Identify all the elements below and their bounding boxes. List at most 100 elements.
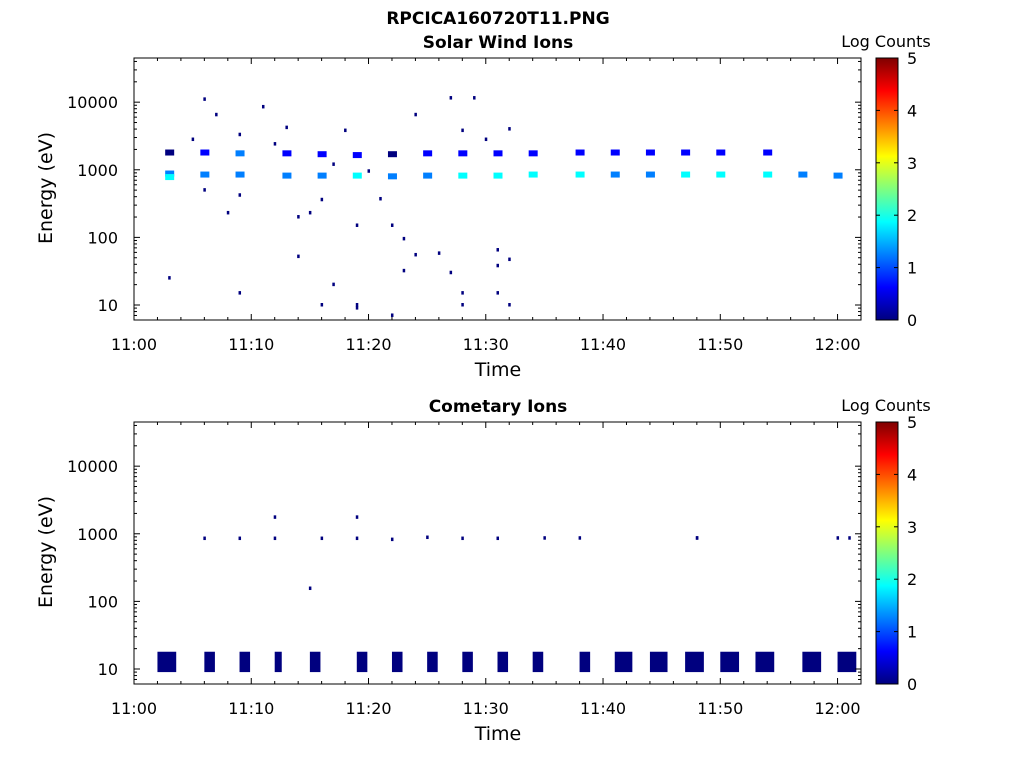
heatmap-cell — [355, 306, 359, 310]
x-tick-label: 11:30 — [463, 335, 509, 354]
heatmap-cell — [352, 152, 362, 159]
heatmap-cell — [449, 96, 453, 100]
heatmap-cell — [309, 651, 321, 673]
panel-title: Solar Wind Ions — [423, 33, 574, 53]
heatmap-cell — [273, 142, 277, 146]
y-axis-label: Energy (eV) — [35, 496, 57, 608]
heatmap-cell — [285, 125, 288, 130]
heatmap-cell — [532, 651, 544, 673]
heatmap-cell — [645, 149, 655, 156]
heatmap-cell — [578, 536, 582, 540]
colorbar-tick-label: 0 — [907, 675, 917, 694]
heatmap-cell — [387, 151, 397, 158]
heatmap-cell — [320, 303, 324, 307]
heatmap-cell — [458, 172, 468, 179]
x-tick-label: 11:20 — [345, 699, 391, 718]
colorbar-tick-label: 5 — [907, 49, 917, 68]
plot-area: 11:00 11:10 11:20 11:30 11:40 11:50 12:0010100… — [67, 49, 917, 354]
heatmap-cell — [332, 282, 335, 287]
heatmap-cell — [610, 171, 620, 178]
heatmap-cell — [356, 651, 368, 673]
heatmap-cell — [681, 171, 691, 178]
heatmap-cell — [528, 150, 538, 157]
heatmap-cell — [308, 210, 312, 215]
heatmap-cell — [204, 651, 215, 673]
heatmap-cell — [496, 291, 499, 295]
heatmap-cell — [402, 236, 406, 241]
heatmap-cell — [355, 536, 359, 541]
y-tick-label: 100 — [87, 228, 118, 247]
heatmap-cell — [297, 254, 300, 259]
heatmap-cell — [274, 651, 282, 673]
heatmap-cell — [493, 150, 503, 157]
heatmap-cell — [320, 197, 324, 202]
x-tick-label: 11:10 — [228, 335, 274, 354]
heatmap-cell — [763, 171, 773, 178]
heatmap-cell — [226, 210, 230, 215]
x-tick-label: 11:40 — [580, 335, 626, 354]
heatmap-cell — [203, 188, 206, 192]
heatmap-cell — [355, 223, 359, 227]
heatmap-cell — [355, 515, 359, 519]
x-tick-label: 12:00 — [814, 335, 860, 354]
heatmap-cell — [165, 149, 175, 156]
heatmap-cell — [449, 270, 453, 275]
heatmap-cell — [848, 536, 851, 540]
colorbar — [875, 57, 899, 321]
y-tick-label: 1000 — [77, 161, 118, 180]
heatmap-cell — [836, 536, 840, 540]
heatmap-cell — [282, 172, 292, 179]
heatmap-cell — [317, 151, 327, 158]
colorbar-tick-label: 1 — [907, 623, 917, 642]
heatmap-cell — [344, 128, 347, 133]
heatmap-cell — [496, 248, 499, 252]
heatmap-cell — [497, 651, 509, 673]
heatmap-cell — [387, 173, 397, 180]
heatmap-cell — [716, 171, 726, 178]
heatmap-cell — [261, 104, 265, 109]
heatmap-cell — [238, 291, 242, 295]
heatmap-cell — [235, 150, 245, 157]
heatmap-cell — [695, 536, 699, 540]
heatmap-cell — [528, 171, 538, 178]
heatmap-cell — [496, 263, 499, 268]
heatmap-cell — [203, 536, 206, 541]
colorbar-tick-label: 2 — [907, 206, 917, 225]
heatmap-cell — [462, 651, 473, 673]
x-tick-label: 11:00 — [111, 699, 157, 718]
y-tick-label: 1000 — [77, 525, 118, 544]
x-axis-label: Time — [474, 723, 522, 745]
heatmap-cell — [390, 223, 394, 227]
y-tick-label: 10 — [98, 660, 118, 679]
heatmap-cell — [317, 172, 327, 179]
heatmap-cell — [367, 169, 371, 173]
heatmap-cell — [645, 171, 655, 178]
heatmap-cell — [426, 535, 429, 540]
heatmap-cell — [493, 172, 503, 179]
panel-title: Cometary Ions — [429, 397, 568, 417]
plot-area: 11:00 11:10 11:20 11:30 11:40 11:50 12:0010100… — [67, 413, 917, 718]
x-tick-label: 11:50 — [697, 699, 743, 718]
heatmap-cell — [496, 536, 499, 541]
heatmap-cell — [427, 651, 438, 673]
heatmap-cell — [168, 276, 171, 280]
heatmap-cell — [575, 149, 585, 156]
heatmap-cell — [282, 150, 292, 157]
x-axis-label: Time — [474, 359, 522, 381]
heatmap-cell — [461, 303, 464, 307]
heatmap-cell — [579, 651, 591, 673]
heatmap-cell — [320, 536, 324, 541]
x-tick-label: 11:10 — [228, 699, 274, 718]
heatmap-cell — [508, 303, 511, 307]
colorbar-tick-label: 3 — [907, 518, 917, 537]
x-tick-label: 11:30 — [463, 699, 509, 718]
heatmap-cell — [610, 149, 620, 156]
heatmap-cell — [575, 171, 585, 178]
axes-frame — [133, 57, 862, 321]
heatmap-cell — [165, 170, 175, 177]
colorbar-tick-label: 1 — [907, 259, 917, 278]
heatmap-cell — [685, 651, 704, 673]
heatmap-cell — [508, 127, 511, 131]
heatmap-cell — [423, 172, 433, 179]
heatmap-cell — [238, 536, 242, 541]
